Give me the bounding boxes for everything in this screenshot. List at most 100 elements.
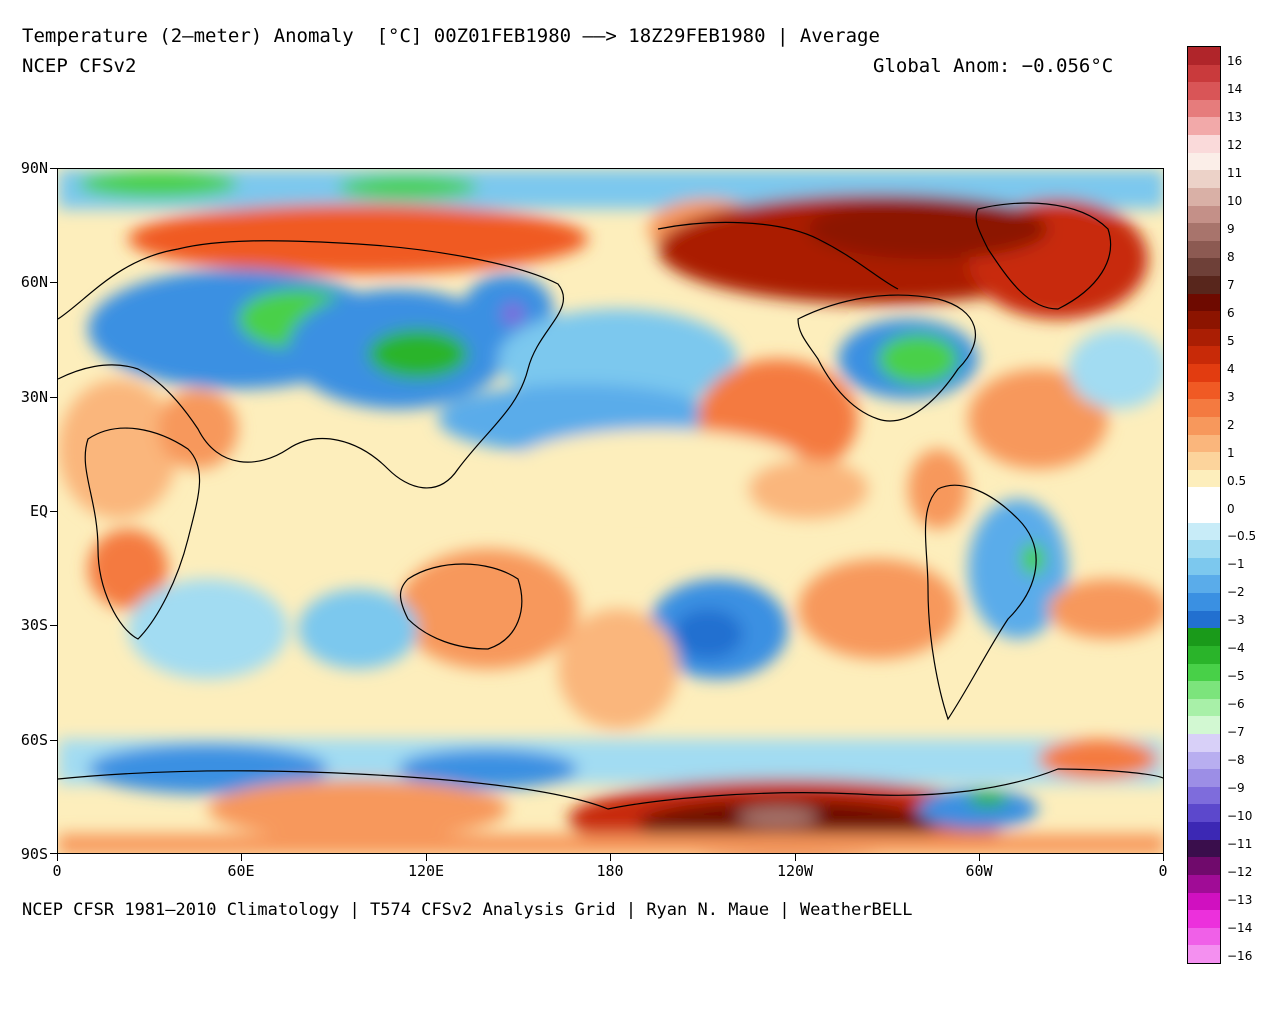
model-name: NCEP CFSv2 <box>22 55 137 77</box>
lat-tick <box>50 282 57 283</box>
lat-tick <box>50 853 57 854</box>
legend-label: −8 <box>1227 753 1245 768</box>
legend-swatch <box>1188 99 1220 118</box>
legend-swatch <box>1188 452 1220 471</box>
legend-label: 8 <box>1227 249 1235 264</box>
legend-label: −2 <box>1227 585 1245 600</box>
lon-tick <box>57 854 58 861</box>
global-anomaly-value: Global Anom: −0.056°C <box>873 55 1114 77</box>
legend-label: 13 <box>1227 109 1243 124</box>
legend-swatch <box>1188 187 1220 207</box>
legend-label: 10 <box>1227 193 1243 208</box>
footer-credits: NCEP CFSR 1981—2010 Climatology | T574 C… <box>22 900 913 920</box>
legend-label: −6 <box>1227 697 1245 712</box>
legend-label: 1 <box>1227 445 1235 460</box>
legend-swatch <box>1188 364 1220 383</box>
legend-swatch <box>1188 874 1220 894</box>
legend-swatch <box>1188 857 1220 876</box>
legend-swatch <box>1188 910 1220 929</box>
legend-label: 0 <box>1227 501 1235 516</box>
lat-label-60n: 60N <box>20 273 48 291</box>
anomaly-map <box>57 168 1164 854</box>
legend-swatch <box>1188 734 1220 753</box>
legend-swatch <box>1188 258 1220 277</box>
legend-label: −4 <box>1227 641 1245 656</box>
legend-swatch <box>1188 135 1220 154</box>
legend-swatch <box>1188 645 1220 665</box>
legend-label: 16 <box>1227 54 1243 68</box>
coastlines <box>58 202 1163 810</box>
lat-label-90s: 90S <box>20 845 48 863</box>
legend-label: 4 <box>1227 361 1235 376</box>
lat-tick <box>50 168 57 169</box>
legend-label: −0.5 <box>1227 529 1257 544</box>
legend-swatch <box>1188 416 1220 436</box>
legend-swatch <box>1188 522 1220 541</box>
lat-label-30s: 30S <box>20 616 48 634</box>
legend-swatch <box>1188 945 1220 964</box>
legend-swatch <box>1188 681 1220 700</box>
legend-label: 3 <box>1227 389 1235 404</box>
legend-swatch <box>1188 769 1220 788</box>
legend-swatch <box>1188 293 1220 312</box>
anomaly-map-svg <box>58 169 1163 853</box>
legend-label: −5 <box>1227 669 1245 684</box>
legend-swatch <box>1188 628 1220 647</box>
lat-tick <box>50 511 57 512</box>
legend-label: −3 <box>1227 613 1245 628</box>
lat-tick <box>50 740 57 741</box>
legend-swatch <box>1188 117 1220 136</box>
legend-swatch <box>1188 346 1220 365</box>
lat-label-90n: 90N <box>20 159 48 177</box>
lon-tick <box>979 854 980 861</box>
legend-swatch <box>1188 716 1220 735</box>
legend-label: −16 <box>1227 949 1253 963</box>
legend-swatch <box>1188 786 1220 805</box>
legend-label: 2 <box>1227 417 1235 432</box>
legend-label: −1 <box>1227 557 1245 572</box>
legend-label: −7 <box>1227 725 1245 740</box>
lon-tick <box>426 854 427 861</box>
lon-label-0-end: 0 <box>1158 862 1168 880</box>
legend-label: 11 <box>1227 165 1243 180</box>
lat-label-eq: EQ <box>29 502 48 520</box>
legend-label: −9 <box>1227 781 1245 796</box>
lon-label-120e: 120E <box>407 862 445 880</box>
legend-swatch <box>1188 927 1220 946</box>
lon-label-60w: 60W <box>965 862 993 880</box>
legend-swatch <box>1188 328 1220 347</box>
legend-swatch <box>1188 152 1220 171</box>
legend-swatch <box>1188 82 1220 101</box>
legend-swatch <box>1188 276 1220 295</box>
lon-tick <box>241 854 242 861</box>
lat-tick <box>50 397 57 398</box>
legend-swatch <box>1188 575 1220 594</box>
legend-swatch <box>1188 434 1220 453</box>
legend-swatch <box>1188 170 1220 189</box>
legend-swatch <box>1188 240 1220 259</box>
legend-swatch <box>1188 64 1220 83</box>
legend-swatch <box>1188 223 1220 242</box>
legend-label: 7 <box>1227 277 1235 292</box>
legend-swatch <box>1188 610 1220 629</box>
legend-label: 14 <box>1227 81 1243 96</box>
legend-swatch <box>1188 822 1220 841</box>
lat-label-30n: 30N <box>20 388 48 406</box>
legend-label: −11 <box>1227 837 1253 852</box>
lon-tick <box>1163 854 1164 861</box>
legend-swatch <box>1188 593 1220 612</box>
legend-colorbar <box>1187 46 1221 964</box>
legend-swatch <box>1188 698 1220 717</box>
legend-swatch <box>1188 47 1220 66</box>
legend-swatch <box>1188 205 1220 224</box>
legend-swatch <box>1188 804 1220 823</box>
lon-tick <box>795 854 796 861</box>
legend-label: −10 <box>1227 809 1253 824</box>
lon-label-0: 0 <box>52 862 62 880</box>
lon-tick <box>610 854 611 861</box>
legend-label: −12 <box>1227 865 1253 880</box>
legend-swatch <box>1188 311 1220 330</box>
legend-swatch <box>1188 663 1220 682</box>
legend-label: 0.5 <box>1227 473 1247 488</box>
lon-label-120w: 120W <box>776 862 814 880</box>
